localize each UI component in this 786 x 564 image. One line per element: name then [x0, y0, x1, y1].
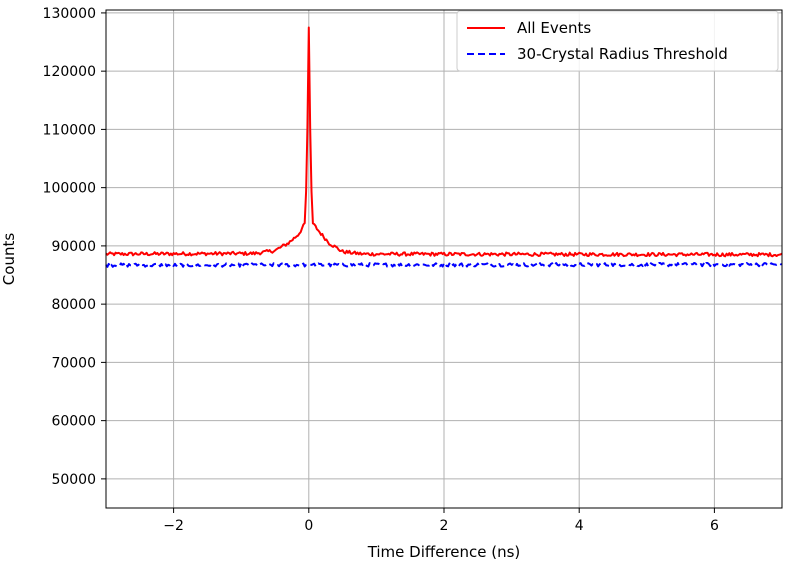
y-tick-label: 100000 [43, 181, 96, 197]
y-tick-label: 130000 [43, 6, 96, 22]
x-tick-label: 2 [440, 518, 449, 534]
x-tick-label: 6 [710, 518, 719, 534]
x-tick-label: 4 [575, 518, 584, 534]
y-tick-label: 70000 [51, 355, 96, 371]
series-group [105, 26, 783, 268]
y-tick-label: 80000 [51, 297, 96, 313]
y-tick-label: 50000 [51, 472, 96, 488]
legend-label-30-crystal: 30-Crystal Radius Threshold [517, 45, 728, 63]
y-axis-label: Counts [0, 233, 18, 286]
x-tick-label: −2 [163, 518, 184, 534]
series-line-all-events [105, 26, 783, 258]
legend-label-all-events: All Events [517, 19, 591, 37]
y-tick-label: 120000 [43, 64, 96, 80]
x-tick-label: 0 [304, 518, 313, 534]
legend-box [456, 10, 779, 72]
legend: All Events 30-Crystal Radius Threshold [456, 10, 779, 72]
ticks: −2 0 2 4 6 50000 60000 70000 80000 90000 100000 110… [43, 6, 719, 534]
y-tick-label: 60000 [51, 414, 96, 430]
x-axis-label: Time Difference (ns) [367, 543, 521, 561]
y-tick-label: 90000 [51, 239, 96, 255]
grid [106, 10, 782, 508]
series-line-30-crystal [105, 261, 783, 268]
y-tick-label: 110000 [43, 122, 96, 138]
